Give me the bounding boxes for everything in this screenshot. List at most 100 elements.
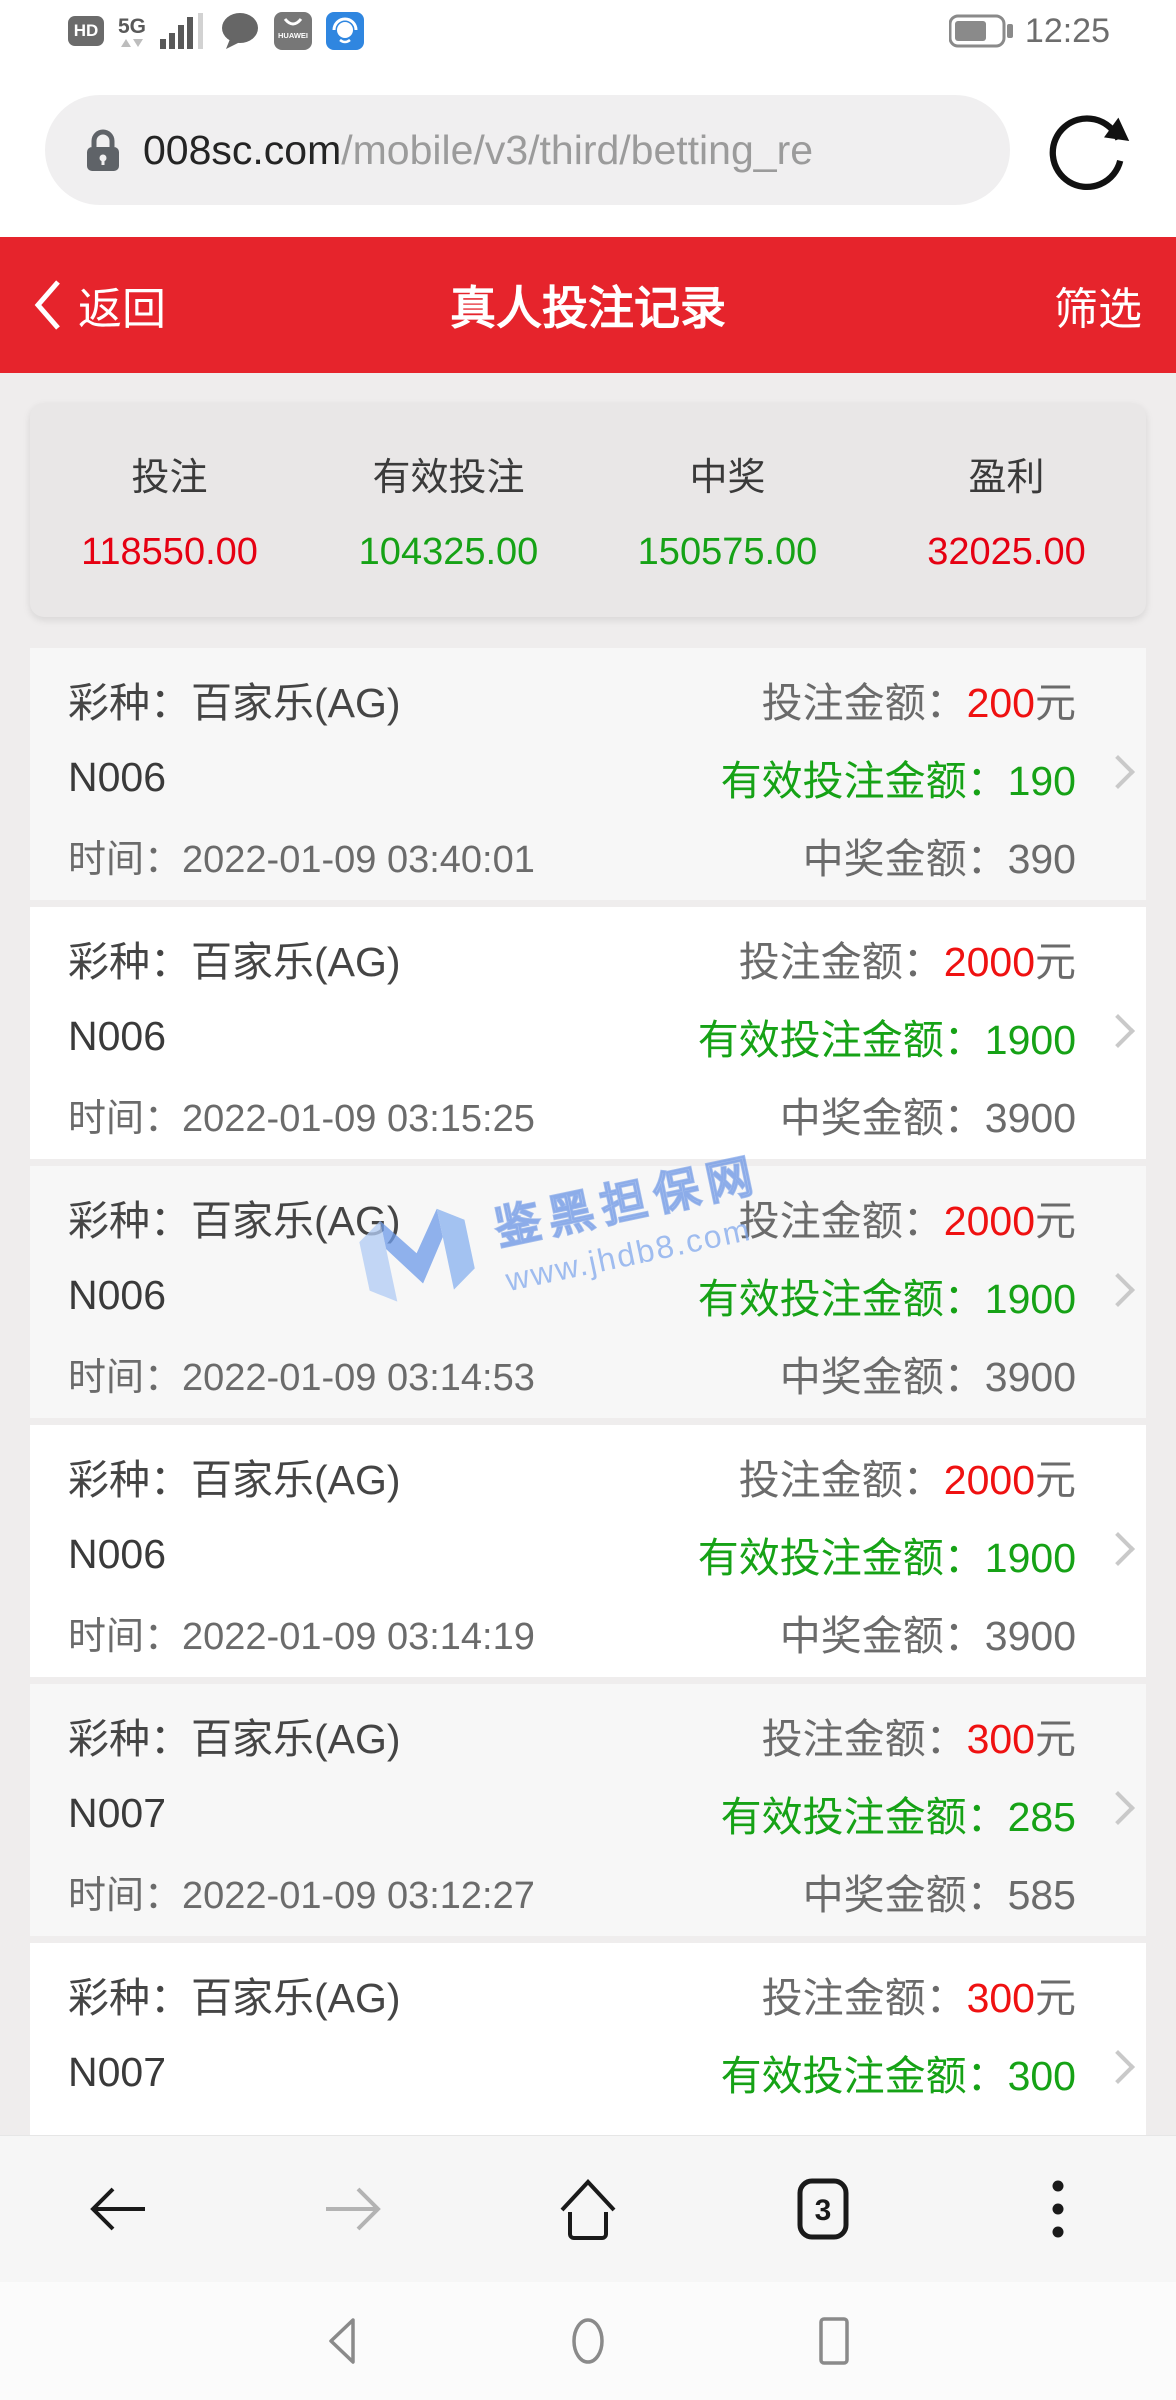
record-row[interactable]: 彩种：百家乐(AG) 投注金额：2000元 N006 有效投注金额：1900 时… (30, 1166, 1146, 1418)
win-amount: 中奖金额：585 (802, 1872, 1076, 1918)
huawei-store-icon: HUAWEI (274, 12, 313, 50)
bet-code: N007 (68, 1789, 167, 1836)
android-back-button[interactable] (282, 2282, 402, 2400)
browser-home-button[interactable] (470, 2136, 705, 2282)
bet-code: N006 (68, 1530, 167, 1577)
page-title: 真人投注记录 (450, 282, 726, 334)
browser-forward-button[interactable] (235, 2136, 470, 2282)
summary-bet-value: 118550.00 (81, 531, 258, 573)
back-label: 返回 (78, 285, 166, 334)
summary-win-label: 中奖 (689, 457, 766, 499)
refresh-button[interactable] (1034, 92, 1138, 208)
chevron-right-icon (1101, 1273, 1135, 1307)
android-recents-button[interactable] (774, 2282, 894, 2400)
back-button[interactable]: 返回 (34, 273, 166, 337)
arrow-left-icon (89, 2187, 145, 2231)
summary-bet-label: 投注 (131, 457, 208, 499)
chevron-right-icon (1101, 755, 1135, 789)
android-home-button[interactable] (528, 2282, 648, 2400)
record-row[interactable]: 彩种：百家乐(AG) 投注金额：2000元 N006 有效投注金额：1900 时… (30, 907, 1146, 1159)
bet-amount: 投注金额：200元 (761, 680, 1076, 726)
message-icon (222, 13, 259, 49)
chevron-left-icon (34, 280, 60, 330)
bet-amount: 投注金额：2000元 (738, 1457, 1076, 1503)
refresh-icon (1049, 115, 1130, 190)
chevron-right-icon (1101, 1791, 1135, 1825)
win-amount: 中奖金额：3900 (779, 1354, 1076, 1400)
svg-text:HUAWEI: HUAWEI (278, 31, 308, 40)
game-type: 彩种：百家乐(AG) (68, 1975, 401, 2021)
summary-valid-bet-label: 有效投注 (372, 457, 525, 499)
record-list: 彩种：百家乐(AG) 投注金额：200元 N006 有效投注金额：190 时间：… (30, 648, 1146, 2202)
nav-back-triangle-icon (329, 2318, 355, 2364)
nav-recents-square-icon (819, 2317, 849, 2365)
status-bar: HD 5G HUAWEI (0, 0, 1176, 62)
clock: 12:25 (1024, 11, 1110, 50)
signal-bars-icon (160, 13, 204, 49)
hd-badge-icon: HD (68, 16, 104, 46)
bet-code: N006 (68, 1012, 167, 1059)
bet-amount: 投注金额：300元 (761, 1975, 1076, 2021)
support-app-icon (326, 12, 365, 50)
summary-bet: 投注 118550.00 (30, 446, 309, 574)
summary-profit-value: 32025.00 (927, 531, 1086, 573)
valid-bet-amount: 有效投注金额：190 (720, 758, 1076, 804)
bet-amount: 投注金额：2000元 (738, 1198, 1076, 1244)
data-arrows-icon (121, 38, 143, 47)
arrow-right-icon (325, 2187, 381, 2231)
app-header: 返回 真人投注记录 筛选 (0, 237, 1176, 373)
valid-bet-amount: 有效投注金额：1900 (697, 1535, 1076, 1581)
url-domain: 008sc.com (143, 126, 342, 173)
lock-icon (87, 129, 119, 171)
network-type-label: 5G (118, 14, 147, 38)
bet-code: N007 (68, 2048, 167, 2095)
address-bar[interactable]: 008sc.com/mobile/v3/third/betting_re (45, 95, 1010, 205)
bet-code: N006 (68, 1271, 167, 1318)
bet-code: N006 (68, 753, 167, 800)
tabs-icon: 3 (797, 2178, 849, 2240)
filter-label: 筛选 (1054, 285, 1142, 334)
game-type: 彩种：百家乐(AG) (68, 1716, 401, 1762)
nav-home-circle-icon (572, 2318, 604, 2364)
url-path: /mobile/v3/third/betting_re (341, 126, 814, 173)
bet-time: 时间：2022-01-09 03:12:27 (68, 1874, 535, 1917)
summary-profit-label: 盈利 (968, 457, 1045, 499)
home-icon (560, 2179, 616, 2240)
valid-bet-amount: 有效投注金额：1900 (697, 1276, 1076, 1322)
summary-card: 投注 118550.00 有效投注 104325.00 中奖 150575.00… (30, 403, 1146, 617)
summary-profit: 盈利 32025.00 (867, 446, 1146, 574)
bet-amount: 投注金额：2000元 (738, 939, 1076, 985)
tab-count: 3 (815, 2194, 832, 2227)
bet-amount: 投注金额：300元 (761, 1716, 1076, 1762)
game-type: 彩种：百家乐(AG) (68, 939, 401, 985)
bet-time: 时间：2022-01-09 03:14:19 (68, 1615, 535, 1658)
chevron-right-icon (1101, 2050, 1135, 2084)
win-amount: 中奖金额：3900 (779, 1613, 1076, 1659)
game-type: 彩种：百家乐(AG) (68, 1198, 401, 1244)
summary-valid-bet: 有效投注 104325.00 (309, 446, 588, 574)
record-row[interactable]: 彩种：百家乐(AG) 投注金额：300元 N007 有效投注金额：285 时间：… (30, 1684, 1146, 1936)
browser-menu-button[interactable] (941, 2136, 1176, 2282)
summary-win-value: 150575.00 (637, 531, 818, 573)
chevron-right-icon (1101, 1014, 1135, 1048)
overflow-menu-icon (1052, 2180, 1064, 2238)
browser-tabs-button[interactable]: 3 (706, 2136, 941, 2282)
valid-bet-amount: 有效投注金额：285 (720, 1794, 1076, 1840)
win-amount: 中奖金额：3900 (779, 1095, 1076, 1141)
record-row[interactable]: 彩种：百家乐(AG) 投注金额：200元 N006 有效投注金额：190 时间：… (30, 648, 1146, 900)
battery-icon (948, 14, 1013, 48)
record-row[interactable]: 彩种：百家乐(AG) 投注金额：2000元 N006 有效投注金额：1900 时… (30, 1425, 1146, 1677)
filter-button[interactable]: 筛选 (1054, 273, 1142, 337)
network-indicator: 5G (118, 16, 146, 47)
valid-bet-amount: 有效投注金额：1900 (697, 1017, 1076, 1063)
chevron-right-icon (1101, 1532, 1135, 1566)
browser-toolbar: 3 (0, 2135, 1176, 2282)
game-type: 彩种：百家乐(AG) (68, 680, 401, 726)
url-text: 008sc.com/mobile/v3/third/betting_re (143, 127, 813, 174)
browser-back-button[interactable] (0, 2136, 235, 2282)
summary-win: 中奖 150575.00 (588, 446, 867, 574)
android-nav-bar (0, 2282, 1176, 2400)
summary-valid-bet-value: 104325.00 (358, 531, 539, 573)
bet-time: 时间：2022-01-09 03:40:01 (68, 838, 535, 881)
